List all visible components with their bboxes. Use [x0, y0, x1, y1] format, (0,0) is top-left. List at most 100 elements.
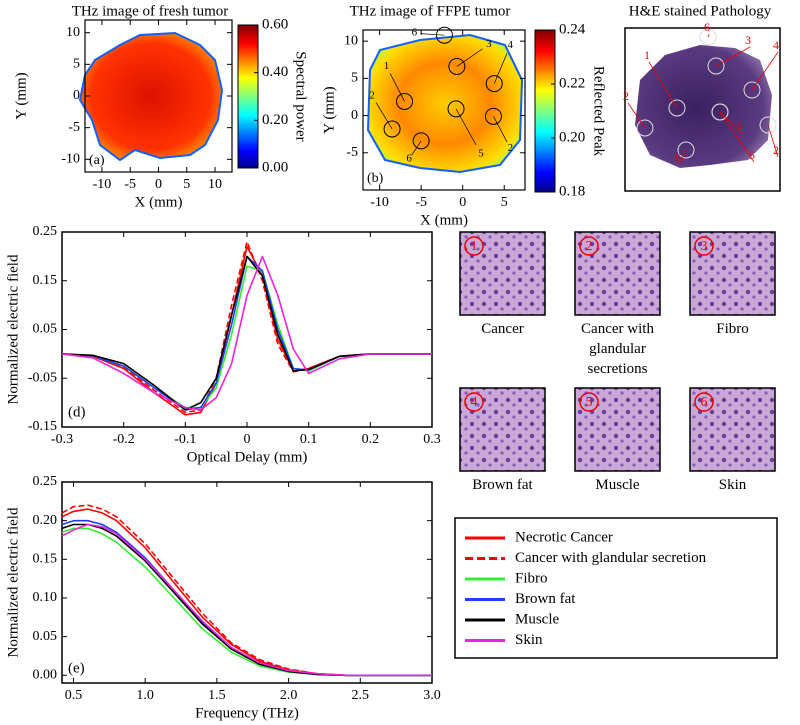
x-tick-label: 0 [459, 195, 466, 210]
annotation-circle [485, 75, 503, 93]
histology-badge [579, 392, 599, 412]
annotation-label: 1 [384, 60, 390, 72]
histology-badge [579, 236, 599, 256]
annotation-circle [743, 81, 761, 99]
histology-badge [694, 236, 714, 256]
annotation-leader [648, 61, 678, 109]
histology-image [459, 387, 546, 472]
histology-image [689, 231, 776, 316]
chart-title: THz image of fresh tumor [72, 3, 229, 19]
x-tick-label: -10 [93, 177, 112, 192]
histology-number: 2 [586, 239, 593, 254]
y-tick-label: 5 [73, 57, 80, 72]
annotation-leader [719, 111, 755, 163]
legend-label: Muscle [515, 611, 560, 627]
annotation-circle [447, 100, 465, 118]
x-tick-label: 2.0 [280, 688, 298, 703]
annotation-circle [484, 107, 502, 125]
x-tick-label: 1.0 [136, 688, 154, 703]
legend-frame [454, 517, 778, 659]
series-line [61, 255, 432, 411]
pathology-title: H&E stained Pathology [629, 3, 772, 19]
x-tick-label: 10 [208, 177, 222, 192]
y-tick-label: 10 [66, 25, 80, 40]
annotation-label: 2 [369, 90, 375, 102]
series-line [61, 523, 432, 677]
annotation-leader [627, 102, 646, 129]
x-tick-label: -0.2 [113, 432, 135, 447]
chart-title: THz image of FFPE tumor [350, 3, 511, 19]
annotation-label: 1 [644, 48, 650, 62]
colorbar-tick-label: 0.00 [262, 159, 288, 175]
annotation-label: 4 [508, 39, 514, 51]
series-line [61, 245, 432, 416]
annotation-label: 2 [623, 89, 629, 103]
annotation-label: 4 [773, 38, 779, 52]
plot-frame [61, 231, 433, 428]
x-tick-label: -10 [370, 195, 389, 210]
y-tick-label: 0.15 [33, 273, 58, 288]
y-tick-label: -0.15 [28, 419, 57, 434]
panel-label: (a) [89, 153, 105, 168]
colorbar-tick-label: 0.20 [559, 129, 585, 145]
annotation-leader [375, 102, 393, 130]
x-tick-label: 0.1 [300, 432, 318, 447]
colorbar [534, 29, 556, 193]
x-axis-label: X (mm) [135, 194, 183, 210]
y-tick-label: 0.25 [33, 474, 58, 489]
annotation-leader [719, 111, 743, 134]
legend-label: Skin [515, 632, 543, 648]
annotation-leader [455, 108, 477, 146]
annotation-circle [383, 120, 401, 138]
y-tick-label: -5 [346, 145, 358, 160]
annotation-leader [767, 124, 779, 158]
annotation-leader [493, 53, 508, 84]
y-tick-label: 0.10 [33, 590, 58, 605]
annotation-circle [759, 116, 777, 134]
y-axis-label: Normalized electric field [5, 507, 21, 657]
histology-badge [464, 236, 484, 256]
y-tick-label: 0.25 [33, 224, 58, 239]
plot-frame [61, 481, 433, 684]
x-axis-label: Optical Delay (mm) [187, 449, 308, 465]
y-axis-label: Normalized electric field [5, 254, 21, 404]
annotation-label: 3 [486, 38, 492, 50]
annotation-circle [448, 57, 466, 75]
colorbar-tick-label: 0.20 [262, 112, 288, 128]
annotation-label: 6 [675, 150, 681, 164]
histology-caption: Skin [718, 477, 747, 493]
panel-label: (d) [68, 404, 86, 420]
colorbar [237, 24, 259, 169]
y-tick-label: 0.20 [33, 513, 58, 528]
y-tick-label: 5 [351, 71, 358, 86]
annotation-label: 5 [749, 148, 755, 162]
heatmap-image [78, 31, 224, 162]
histology-image [574, 387, 661, 472]
y-tick-label: 0 [73, 88, 80, 103]
x-tick-label: 0 [244, 432, 251, 447]
x-tick-label: 3.0 [423, 688, 441, 703]
x-tick-label: -5 [124, 177, 136, 192]
annotation-circle [668, 99, 686, 117]
annotation-circle [636, 119, 654, 137]
x-axis-label: Frequency (THz) [195, 705, 299, 721]
annotation-label: 2 [737, 119, 743, 133]
annotation-leader [715, 46, 751, 67]
annotation-label: 2 [773, 143, 779, 157]
colorbar-tick-label: 0.60 [262, 16, 288, 32]
x-tick-label: 1.5 [208, 688, 226, 703]
y-tick-label: 0.00 [33, 667, 58, 682]
x-tick-label: 2.5 [352, 688, 370, 703]
annotation-label: 2 [508, 142, 514, 154]
annotation-circle [435, 26, 453, 44]
x-tick-label: 0.3 [423, 432, 441, 447]
annotation-leader [411, 140, 422, 156]
annotation-circle [677, 141, 695, 159]
annotation-leader [679, 149, 687, 165]
legend-label: Necrotic Cancer [515, 529, 613, 545]
annotation-leader [389, 73, 405, 102]
colorbar-tick-label: 0.18 [559, 183, 585, 199]
annotation-label: 6 [412, 27, 418, 39]
